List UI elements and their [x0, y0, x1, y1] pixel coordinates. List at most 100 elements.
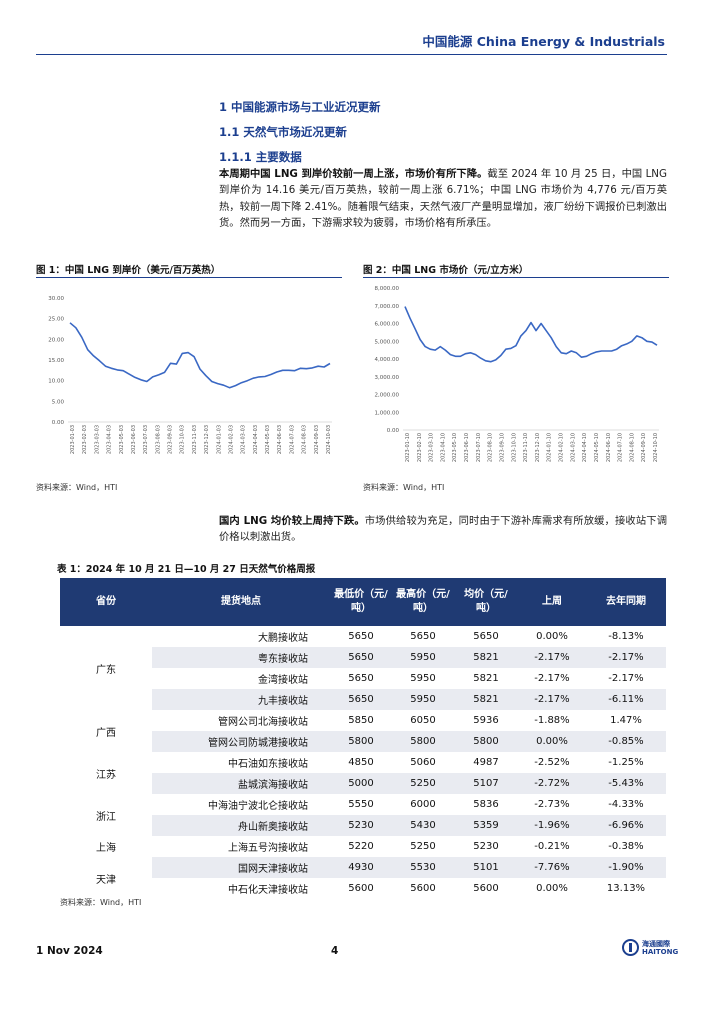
lng-market-price-chart: 0.00 1,000.00 2,000.00 3,000.00 4,000.00 5,00…: [375, 286, 659, 462]
province-cell: 上海: [60, 836, 152, 857]
table-row: 浙江 中海油宁波北仑接收站 5550 6000 5836 -2.73% -4.33%: [60, 794, 666, 836]
cell-high: 5950: [410, 673, 436, 684]
x-tick-label: 2024-10-10: [653, 433, 659, 462]
cell-yoy: -6.11%: [586, 689, 666, 710]
province-cell: 广东: [60, 626, 152, 710]
x-tick-label: 2023-08-10: [488, 433, 494, 462]
cell-high: 5250: [410, 841, 436, 852]
x-tick-label: 2024-10-03: [326, 425, 332, 454]
x-tick-label: 2023-04-03: [107, 425, 113, 454]
x-tick-label: 2023-10-10: [511, 433, 517, 462]
x-tick-label: 2024-01-10: [547, 433, 553, 462]
x-tick-label: 2023-02-10: [417, 433, 423, 462]
table-row: 广西 管网公司北海接收站 5850 6050 5936 -1.88% 1.47%: [60, 710, 666, 752]
cell-yoy: -5.43%: [586, 773, 666, 794]
figure1-divider: [36, 277, 342, 278]
table-row: 粤东接收站 5650 5950 5821 -2.17% -2.17%: [60, 647, 666, 668]
cell-avg: 5800: [454, 731, 518, 752]
table-header-row: 省份 提货地点 最低价（元/吨） 最高价（元/吨） 均价（元/吨） 上周 去年同…: [60, 578, 666, 626]
header-yoy: 去年同期: [586, 578, 666, 626]
x-tick-label: 2023-03-10: [429, 433, 435, 462]
table-row: 广东 大鹏接收站 5650 5650 5650 0.00% -8.13%: [60, 626, 666, 710]
cell-avg: 5821: [454, 689, 518, 710]
x-tick-label: 2023-08-03: [155, 425, 161, 454]
y-tick-label: 3,000.00: [375, 375, 400, 381]
table-row: 中石化天津接收站 5600 5600 5600 0.00% 13.13%: [60, 878, 666, 899]
cell-week: -7.76%: [518, 857, 586, 878]
report-header-title: 中国能源 China Energy & Industrials: [422, 34, 665, 49]
cell-avg: 5821: [454, 647, 518, 668]
header-high: 最高价（元/吨）: [392, 578, 454, 626]
cell-location: 中石化天津接收站: [228, 885, 308, 896]
cell-avg: 4987: [473, 757, 499, 768]
footer-date: 1 Nov 2024: [36, 945, 103, 957]
x-tick-label: 2024-09-03: [314, 425, 320, 454]
cell-yoy: -2.17%: [586, 647, 666, 668]
cell-low: 5650: [330, 689, 392, 710]
x-tick-label: 2024-07-03: [289, 425, 295, 454]
cell-yoy: -0.85%: [586, 731, 666, 752]
x-tick-label: 2024-03-10: [570, 433, 576, 462]
cell-week: -2.17%: [518, 647, 586, 668]
cell-location: 金湾接收站: [258, 675, 308, 686]
cell-yoy: 1.47%: [610, 715, 642, 726]
cell-low: 5650: [348, 673, 374, 684]
table-source: 资料来源：Wind，HTI: [60, 898, 142, 907]
cell-low: 4850: [348, 757, 374, 768]
x-tick-label: 2024-09-10: [641, 433, 647, 462]
header-divider: [36, 54, 667, 55]
x-tick-label: 2023-01-03: [70, 425, 76, 454]
haitong-logo: 海通國際 HAITONG: [622, 939, 678, 956]
header-province: 省份: [60, 578, 152, 626]
x-tick-label: 2023-04-10: [440, 433, 446, 462]
page-number: 4: [331, 945, 339, 957]
x-tick-label: 2023-03-03: [94, 425, 100, 454]
cell-location: 管网公司防城港接收站: [152, 731, 330, 752]
x-tick-label: 2023-11-03: [192, 425, 198, 454]
weekly-comment-text: 市场供给较为充足，同时由于下游补库需求有所放缓，接收站下调价格以刺激出货。: [219, 515, 667, 544]
section-heading-1-1-1: 1.1.1 主要数据: [219, 150, 302, 164]
x-tick-label: 2023-05-03: [119, 425, 125, 454]
gas-price-table: 省份 提货地点 最低价（元/吨） 最高价（元/吨） 均价（元/吨） 上周 去年同…: [60, 578, 666, 899]
cell-location: 上海五号沟接收站: [228, 843, 308, 854]
cell-high: 5060: [410, 757, 436, 768]
x-tick-label: 2023-01-10: [405, 433, 411, 462]
cell-avg: 5359: [454, 815, 518, 836]
cell-location: 中石油如东接收站: [228, 759, 308, 770]
x-tick-label: 2023-10-03: [180, 425, 186, 454]
haitong-logo-text: 海通國際 HAITONG: [642, 940, 678, 956]
section-heading-1-1: 1.1 天然气市场近况更新: [219, 125, 347, 139]
x-tick-label: 2023-07-03: [143, 425, 149, 454]
figure2-caption: 图 2：中国 LNG 市场价（元/立方米）: [363, 265, 529, 276]
cell-avg: 5101: [454, 857, 518, 878]
cell-yoy: -1.25%: [608, 757, 644, 768]
cell-yoy: -2.17%: [608, 673, 644, 684]
cell-yoy: -4.33%: [608, 799, 644, 810]
cell-week: -2.17%: [534, 673, 570, 684]
header-avg: 均价（元/吨）: [454, 578, 518, 626]
cell-low: 5550: [348, 799, 374, 810]
cell-yoy: -8.13%: [608, 631, 644, 642]
cell-avg: 5650: [473, 631, 499, 642]
cell-location: 管网公司北海接收站: [218, 717, 308, 728]
figure1-caption: 图 1：中国 LNG 到岸价（美元/百万英热）: [36, 265, 221, 276]
cell-week: -2.17%: [518, 689, 586, 710]
cell-week: 0.00%: [518, 731, 586, 752]
header-week: 上周: [518, 578, 586, 626]
province-cell: 天津: [60, 857, 152, 899]
cell-location: 大鹏接收站: [258, 633, 308, 644]
y-tick-label: 20.00: [48, 337, 64, 343]
cell-week: 0.00%: [536, 631, 568, 642]
cell-week: -2.72%: [518, 773, 586, 794]
x-tick-label: 2024-06-03: [277, 425, 283, 454]
cell-high: 5430: [392, 815, 454, 836]
y-tick-label: 30.00: [48, 296, 64, 302]
cell-low: 5650: [330, 647, 392, 668]
cell-high: 5950: [392, 689, 454, 710]
cell-avg: 5836: [473, 799, 499, 810]
x-tick-label: 2024-04-10: [582, 433, 588, 462]
x-tick-label: 2023-12-03: [204, 425, 210, 454]
cell-week: -2.52%: [534, 757, 570, 768]
cell-low: 4930: [330, 857, 392, 878]
cell-location: 九丰接收站: [152, 689, 330, 710]
